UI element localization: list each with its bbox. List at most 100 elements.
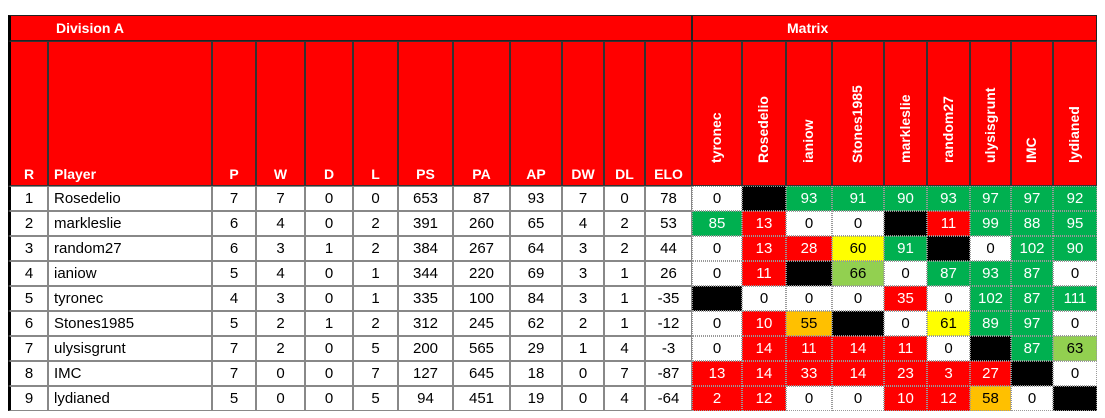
stat-cell: 1 (305, 236, 353, 261)
matrix-cell: 12 (742, 386, 786, 411)
matrix-cell: 10 (884, 386, 927, 411)
matrix-header: markleslie (884, 41, 927, 186)
matrix-header-label: tyronec (708, 112, 724, 163)
matrix-cell: 0 (742, 286, 786, 311)
matrix-cell: 102 (970, 286, 1011, 311)
matrix-cell: 97 (970, 186, 1011, 211)
matrix-cell: 55 (786, 311, 832, 336)
matrix-cell: 0 (884, 261, 927, 286)
matrix-cell: 2 (692, 386, 742, 411)
column-header: Player (48, 41, 212, 186)
column-header: AP (510, 41, 562, 186)
matrix-cell (742, 186, 786, 211)
matrix-cell: 93 (927, 186, 970, 211)
matrix-cell: 28 (786, 236, 832, 261)
matrix-cell: 0 (970, 236, 1011, 261)
matrix-cell: 10 (742, 311, 786, 336)
stat-cell: 7 (256, 186, 305, 211)
matrix-cell: 58 (970, 386, 1011, 411)
stat-cell: -64 (645, 386, 692, 411)
stat-cell: 1 (353, 286, 398, 311)
player-name: markleslie (48, 211, 212, 236)
stat-cell: 565 (453, 336, 510, 361)
matrix-cell: 0 (692, 236, 742, 261)
matrix-cell: 11 (884, 336, 927, 361)
matrix-header: ulysisgrunt (970, 41, 1011, 186)
stat-cell: 5 (353, 336, 398, 361)
matrix-cell (786, 261, 832, 286)
stat-cell: 4 (604, 336, 645, 361)
player-name: random27 (48, 236, 212, 261)
matrix-cell: 14 (742, 361, 786, 386)
stat-cell: 69 (510, 261, 562, 286)
column-header: ELO (645, 41, 692, 186)
stat-cell: 93 (510, 186, 562, 211)
stat-cell: 2 (353, 211, 398, 236)
stat-cell: 5 (212, 311, 256, 336)
stat-cell: 3 (562, 261, 604, 286)
stat-cell: 1 (305, 311, 353, 336)
stat-cell: 5 (8, 286, 48, 311)
stat-cell: 391 (398, 211, 453, 236)
stat-cell: 1 (604, 286, 645, 311)
stat-cell: 267 (453, 236, 510, 261)
stat-cell: 645 (453, 361, 510, 386)
matrix-cell: 0 (786, 211, 832, 236)
stat-cell: 87 (453, 186, 510, 211)
matrix-cell: 0 (927, 286, 970, 311)
stat-cell: 3 (562, 286, 604, 311)
stat-cell: 84 (510, 286, 562, 311)
matrix-header: Stones1985 (832, 41, 884, 186)
matrix-cell: 91 (884, 236, 927, 261)
stat-cell: 220 (453, 261, 510, 286)
matrix-cell (1011, 361, 1053, 386)
matrix-cell: 35 (884, 286, 927, 311)
stat-cell: 4 (562, 211, 604, 236)
column-header: DL (604, 41, 645, 186)
stat-cell: 62 (510, 311, 562, 336)
matrix-cell: 92 (1053, 186, 1097, 211)
matrix-cell: 61 (927, 311, 970, 336)
player-name: Rosedelio (48, 186, 212, 211)
matrix-cell: 13 (742, 236, 786, 261)
stat-cell: 335 (398, 286, 453, 311)
matrix-cell: 11 (786, 336, 832, 361)
matrix-cell: 88 (1011, 211, 1053, 236)
stat-cell: 26 (645, 261, 692, 286)
player-name: ulysisgrunt (48, 336, 212, 361)
stat-cell: 2 (256, 336, 305, 361)
matrix-cell: 60 (832, 236, 884, 261)
stat-cell: 0 (256, 386, 305, 411)
matrix-cell: 11 (742, 261, 786, 286)
matrix-cell: 14 (742, 336, 786, 361)
player-name: Stones1985 (48, 311, 212, 336)
stat-cell: 1 (604, 311, 645, 336)
stat-cell: 3 (8, 236, 48, 261)
stat-cell: 0 (305, 361, 353, 386)
column-header: W (256, 41, 305, 186)
stat-cell: 200 (398, 336, 453, 361)
stat-cell: 2 (8, 211, 48, 236)
matrix-cell: 0 (786, 386, 832, 411)
stat-cell: 64 (510, 236, 562, 261)
matrix-cell (927, 236, 970, 261)
matrix-cell: 11 (927, 211, 970, 236)
matrix-header-label: ulysisgrunt (981, 87, 998, 163)
matrix-cell (832, 311, 884, 336)
stat-cell: 344 (398, 261, 453, 286)
stat-cell: 7 (212, 186, 256, 211)
matrix-cell: 111 (1053, 286, 1097, 311)
stat-cell: 7 (562, 186, 604, 211)
matrix-cell: 0 (786, 286, 832, 311)
stat-cell: 0 (562, 361, 604, 386)
matrix-cell: 87 (927, 261, 970, 286)
stat-cell: 4 (256, 211, 305, 236)
matrix-cell: 0 (692, 336, 742, 361)
matrix-cell: 0 (1011, 386, 1053, 411)
matrix-cell (692, 286, 742, 311)
matrix-cell: 0 (832, 286, 884, 311)
stat-cell: 2 (604, 236, 645, 261)
matrix-cell: 90 (884, 186, 927, 211)
matrix-header: Rosedelio (742, 41, 786, 186)
